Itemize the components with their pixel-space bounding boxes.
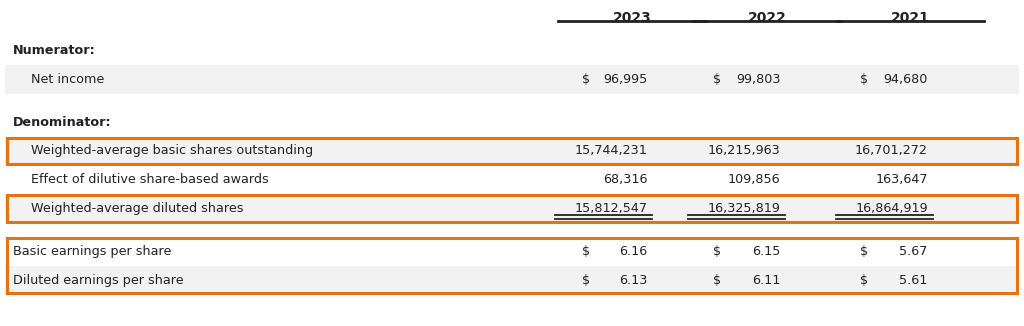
Text: Basic earnings per share: Basic earnings per share <box>13 245 172 258</box>
Text: 2021: 2021 <box>891 11 930 25</box>
Text: 15,812,547: 15,812,547 <box>574 202 647 215</box>
Text: $: $ <box>582 274 590 287</box>
Text: 16,215,963: 16,215,963 <box>708 144 780 157</box>
Text: Effect of dilutive share-based awards: Effect of dilutive share-based awards <box>31 173 268 186</box>
Text: 16,864,919: 16,864,919 <box>855 202 928 215</box>
Text: $: $ <box>860 245 868 258</box>
Text: 5.67: 5.67 <box>899 245 928 258</box>
Text: 109,856: 109,856 <box>728 173 780 186</box>
Text: 68,316: 68,316 <box>603 173 647 186</box>
Text: 6.11: 6.11 <box>752 274 780 287</box>
Text: 2023: 2023 <box>612 11 651 25</box>
Text: Numerator:: Numerator: <box>13 44 96 57</box>
FancyBboxPatch shape <box>5 108 1019 122</box>
Text: Weighted-average diluted shares: Weighted-average diluted shares <box>31 202 244 215</box>
Text: $: $ <box>713 73 721 86</box>
Text: 6.15: 6.15 <box>752 245 780 258</box>
FancyBboxPatch shape <box>5 36 1019 65</box>
FancyBboxPatch shape <box>5 194 1019 223</box>
FancyBboxPatch shape <box>5 65 1019 94</box>
Text: $: $ <box>860 274 868 287</box>
Text: 16,701,272: 16,701,272 <box>855 144 928 157</box>
FancyBboxPatch shape <box>5 108 1019 137</box>
FancyBboxPatch shape <box>5 237 1019 266</box>
Text: $: $ <box>860 73 868 86</box>
Text: 6.13: 6.13 <box>618 274 647 287</box>
Text: $: $ <box>713 274 721 287</box>
Text: $: $ <box>582 245 590 258</box>
Text: $: $ <box>713 245 721 258</box>
Text: 99,803: 99,803 <box>736 73 780 86</box>
Text: $: $ <box>582 73 590 86</box>
Text: 2022: 2022 <box>748 11 786 25</box>
Text: 15,744,231: 15,744,231 <box>574 144 647 157</box>
Text: Net income: Net income <box>31 73 104 86</box>
Text: 16,325,819: 16,325,819 <box>708 202 780 215</box>
Text: Weighted-average basic shares outstanding: Weighted-average basic shares outstandin… <box>31 144 313 157</box>
Text: Denominator:: Denominator: <box>13 116 112 129</box>
Text: 6.16: 6.16 <box>618 245 647 258</box>
Text: 5.61: 5.61 <box>899 274 928 287</box>
FancyBboxPatch shape <box>5 165 1019 194</box>
FancyBboxPatch shape <box>5 237 1019 251</box>
Text: 96,995: 96,995 <box>603 73 647 86</box>
FancyBboxPatch shape <box>5 266 1019 294</box>
FancyBboxPatch shape <box>5 137 1019 165</box>
Text: 163,647: 163,647 <box>876 173 928 186</box>
Text: Diluted earnings per share: Diluted earnings per share <box>13 274 184 287</box>
Text: 94,680: 94,680 <box>884 73 928 86</box>
